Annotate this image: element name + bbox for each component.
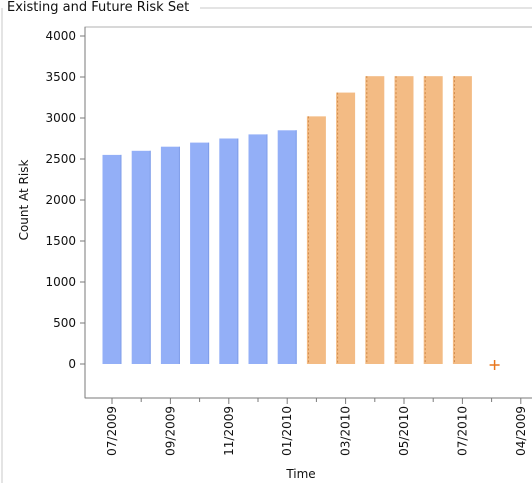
panel-title: Existing and Future Risk Set	[4, 0, 193, 16]
bar-existing	[160, 146, 180, 364]
bar-future	[394, 76, 414, 365]
bar-existing	[190, 142, 210, 364]
y-tick-label: 2000	[45, 193, 76, 207]
y-tick-label: 3000	[45, 111, 76, 125]
x-tick-label: 09/2009	[163, 406, 177, 456]
y-tick-label: 1500	[45, 234, 76, 248]
x-axis-title: Time	[285, 467, 315, 481]
y-tick-label: 2500	[45, 152, 76, 166]
x-tick-label: 01/2010	[280, 406, 294, 456]
bars	[102, 76, 472, 365]
x-tick-label: 04/2009	[514, 406, 528, 456]
bar-existing	[219, 138, 239, 364]
bar-future	[306, 116, 326, 364]
bar-existing	[102, 154, 122, 364]
bar-existing	[131, 150, 151, 364]
x-tick-label: 11/2009	[222, 406, 236, 456]
y-tick-label: 0	[68, 357, 76, 371]
x-tick-label: 03/2010	[339, 406, 353, 456]
bar-existing	[248, 134, 268, 364]
bar-existing	[277, 130, 297, 364]
y-axis: 0 500 1000 1500 2000 2500 3000 3500 4000	[45, 27, 86, 398]
bar-future	[365, 76, 385, 365]
x-tick-label: 07/2010	[455, 406, 469, 456]
x-tick-label: 07/2009	[105, 406, 119, 456]
bar-future	[336, 92, 356, 364]
markers	[489, 360, 500, 370]
y-tick-label: 4000	[45, 29, 76, 43]
x-axis: 07/2009 09/2009 11/2009 01/2010 03/2010 05/20…	[85, 397, 532, 456]
marker-plus	[489, 360, 500, 370]
bar-future	[452, 76, 472, 365]
y-tick-label: 500	[53, 316, 76, 330]
x-tick-label: 05/2010	[397, 406, 411, 456]
y-tick-label: 3500	[45, 70, 76, 84]
group-frame	[1, 7, 532, 483]
y-tick-label: 1000	[45, 275, 76, 289]
y-axis-title: Count At Risk	[17, 160, 31, 241]
bar-future	[423, 76, 443, 365]
